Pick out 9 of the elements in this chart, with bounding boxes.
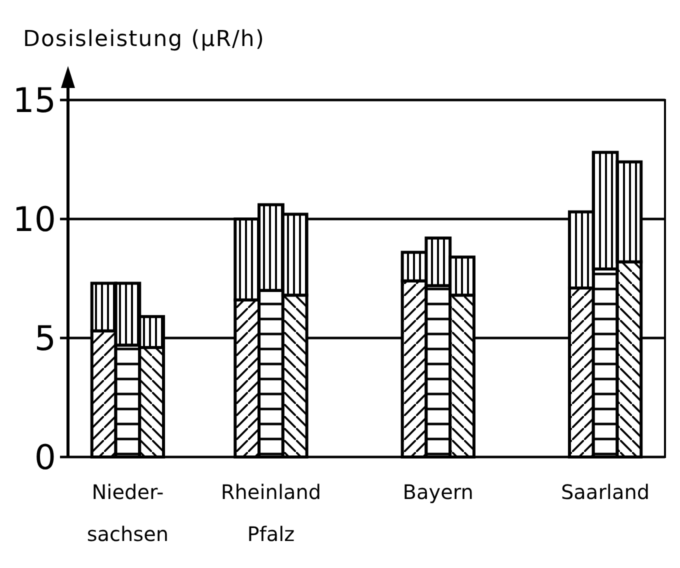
y-tick-label: 10 (12, 200, 56, 240)
x-tick-label: Nieder- sachsen (86, 480, 169, 546)
x-tick-label: Bayern (402, 480, 474, 504)
y-tick-label: 5 (34, 318, 56, 359)
x-tick-label: Rheinland Pfalz (220, 480, 322, 546)
x-tick-label: Saarland (560, 480, 650, 504)
y-tick-label: 0 (34, 438, 56, 478)
y-axis-title: Dosisleistung (μR/h) (23, 27, 265, 52)
y-tick-label: 15 (12, 80, 56, 121)
